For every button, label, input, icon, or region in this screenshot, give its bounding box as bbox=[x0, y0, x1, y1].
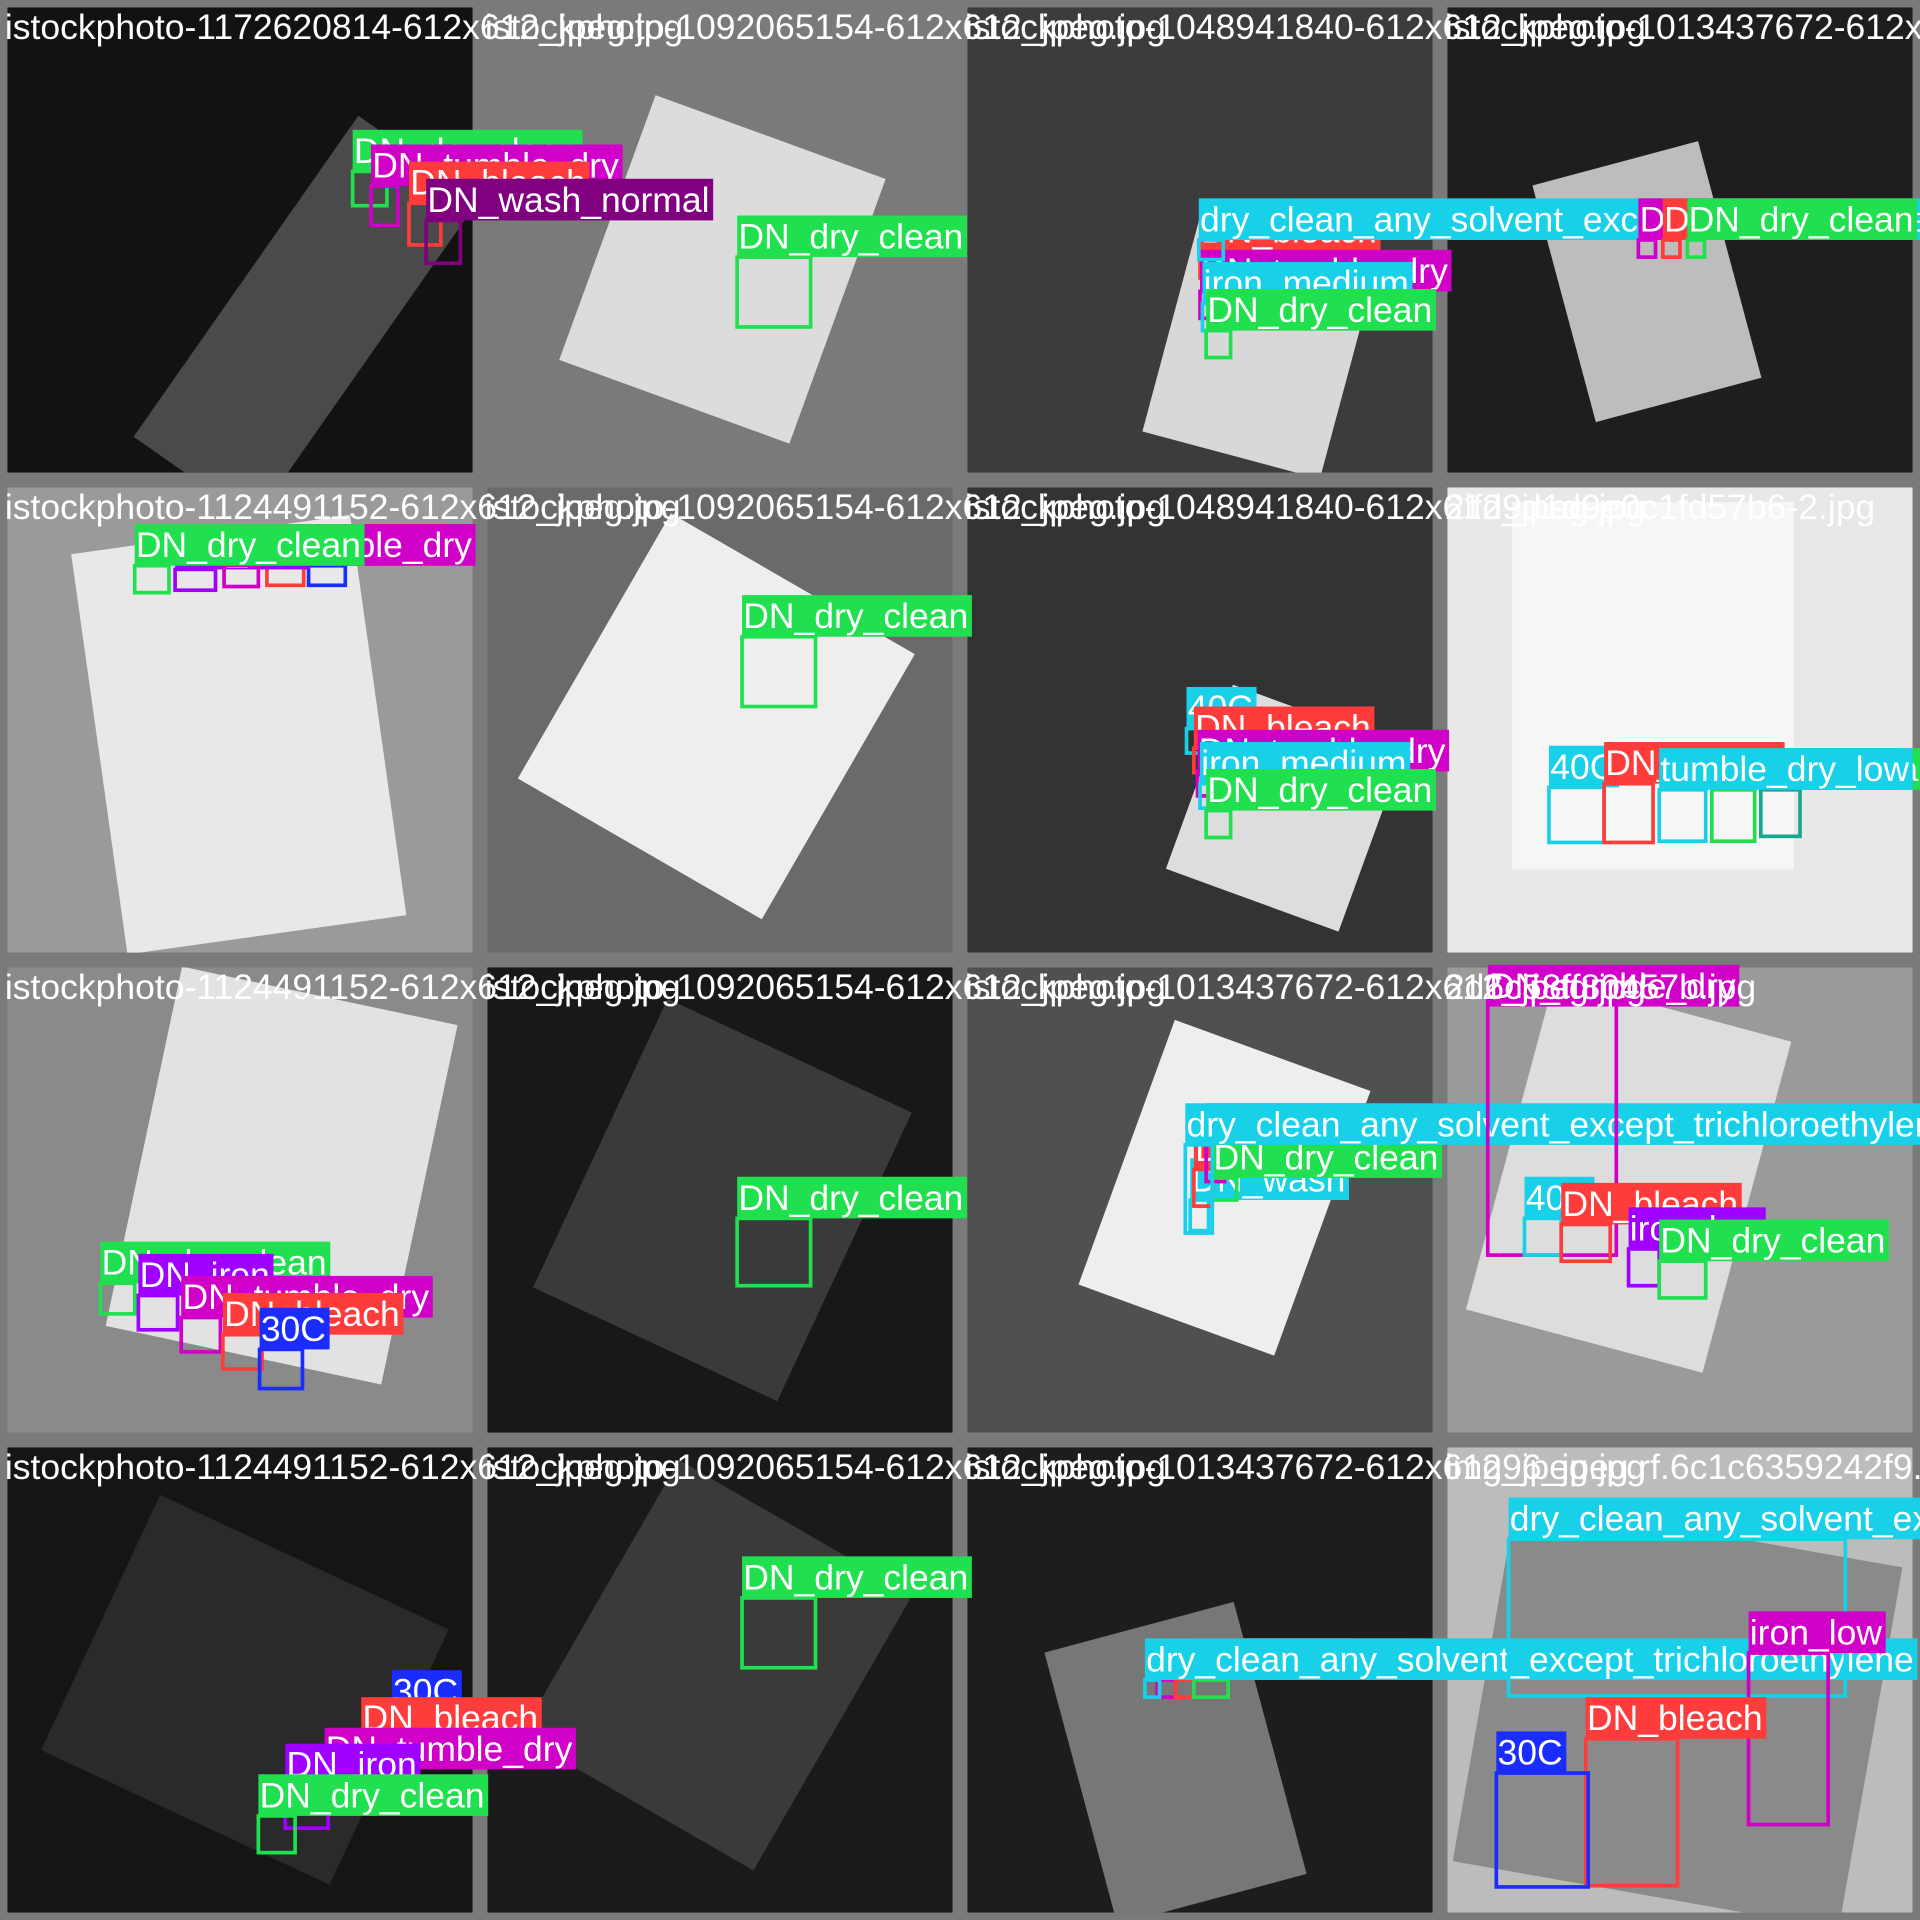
box-label: DN_wash_normal bbox=[427, 180, 709, 220]
box-label: DN_dry_clean bbox=[260, 1775, 485, 1815]
care-label-tag bbox=[133, 115, 473, 473]
box-label-background bbox=[1687, 198, 1918, 240]
box-label-background bbox=[1496, 1731, 1567, 1774]
tile-image bbox=[487, 1447, 953, 1913]
filename: istockphoto-1124491152-612x612_jpeg.jpg bbox=[5, 487, 681, 527]
box-label-background bbox=[134, 524, 365, 566]
box-label-background bbox=[1585, 1697, 1767, 1739]
box-label-background bbox=[1659, 1219, 1890, 1262]
box-label: DN_dry_clean bbox=[1660, 1221, 1885, 1261]
filename: istockphoto-1013437672-612x612_jpeg.jpg bbox=[965, 1447, 1646, 1487]
box-label-background bbox=[1185, 1103, 1920, 1145]
filename: img96_jpeg.rf.6c1c6359242f9.jpg bbox=[1445, 1447, 1920, 1487]
box-label: dry_clean_any_solvent_except_trichloroet… bbox=[1187, 1104, 1920, 1144]
care-label-tag bbox=[1465, 978, 1792, 1373]
box-label-background bbox=[1206, 768, 1436, 811]
box-label: DN_dry_clean bbox=[738, 217, 963, 257]
filename: istockphoto-1124491152-612x612_jpeg.jpg bbox=[5, 967, 681, 1007]
box-label-background bbox=[1206, 288, 1436, 331]
tile-image bbox=[7, 967, 473, 1433]
filename: istockphoto-1092065154-612x612_jpeg.jpg bbox=[485, 1447, 1166, 1487]
box-label: DN_dry_clean bbox=[1689, 199, 1914, 239]
filename: 2d6c58ff80457b.jpg bbox=[1445, 967, 1756, 1007]
filename: istockphoto-1172620814-612x612_jpeg.jpg bbox=[5, 7, 683, 47]
tile-image bbox=[967, 1447, 1433, 1913]
tile-image bbox=[7, 7, 473, 473]
box-label-background bbox=[742, 595, 972, 637]
box-label: iron_low bbox=[1750, 1612, 1883, 1652]
box-label: DN_dry_clean bbox=[136, 525, 361, 565]
box-label: tumble_dry_low bbox=[1660, 749, 1909, 789]
filename: istockphoto-1092065154-612x612_jpeg.jpg bbox=[485, 967, 1166, 1007]
filename: istockphoto-1048941840-612x612_jpeg.jpg bbox=[965, 487, 1646, 527]
filename: istockphoto-1092065154-612x612_jpeg.jpg bbox=[485, 7, 1166, 47]
annotations: DN_dry_clean DN_tumble_dry DN_bleach DN_was… bbox=[98, 129, 1920, 1889]
filenames: istockphoto-1172620814-612x612_jpeg.jpgi… bbox=[5, 7, 1920, 1487]
box-label-background bbox=[742, 1556, 972, 1598]
box-label-background bbox=[426, 178, 714, 221]
box-label: DN_dry_clean bbox=[1207, 770, 1432, 810]
care-label-tag bbox=[1044, 1601, 1307, 1913]
box-label: dry_clean_any_solvent_except_trichloroet… bbox=[1510, 1499, 1920, 1539]
filename: istockphoto-1013437672-612x612_jpeg.jpg bbox=[965, 967, 1646, 1007]
box-label: DN_bleach bbox=[1587, 1698, 1763, 1738]
box-label-background bbox=[1659, 748, 1913, 790]
tile-image bbox=[487, 487, 953, 953]
box-label: DN_dry_clean bbox=[738, 1178, 963, 1218]
tiles bbox=[7, 7, 1913, 1913]
filename: istockphoto-1013437672-612x612_jpeg.jpg bbox=[1445, 7, 1920, 47]
care-label-tag bbox=[533, 998, 912, 1402]
box-label: DN_dry_clean bbox=[743, 596, 968, 636]
box-label-background bbox=[258, 1774, 489, 1816]
filename: istockphoto-1092065154-612x612_jpeg.jpg bbox=[485, 487, 1166, 527]
box-label-background bbox=[1748, 1611, 1886, 1654]
box-label: DN_dry_clean bbox=[743, 1557, 968, 1597]
box-label: 30C bbox=[1498, 1732, 1563, 1772]
filename: istockphoto-1048941840-612x612_jpeg.jpg bbox=[965, 7, 1646, 47]
box-label-background bbox=[259, 1307, 330, 1350]
tile-image bbox=[1447, 487, 1913, 953]
box-label: DN_tumble_dry bbox=[1489, 966, 1736, 1006]
filename: 2ifd9d1d9e0c1fd57b6-2.jpg bbox=[1445, 487, 1875, 527]
box-label: DN_dry_clean bbox=[1207, 290, 1432, 330]
box-label-background bbox=[1508, 1497, 1920, 1540]
box-label-background bbox=[1487, 964, 1740, 1007]
box-label-background bbox=[737, 215, 967, 258]
care-label-tag bbox=[71, 515, 407, 953]
box-label-background bbox=[737, 1176, 967, 1219]
filename: istockphoto-1124491152-612x612_jpeg.jpg bbox=[5, 1447, 681, 1487]
box-label: 30C bbox=[261, 1309, 326, 1349]
